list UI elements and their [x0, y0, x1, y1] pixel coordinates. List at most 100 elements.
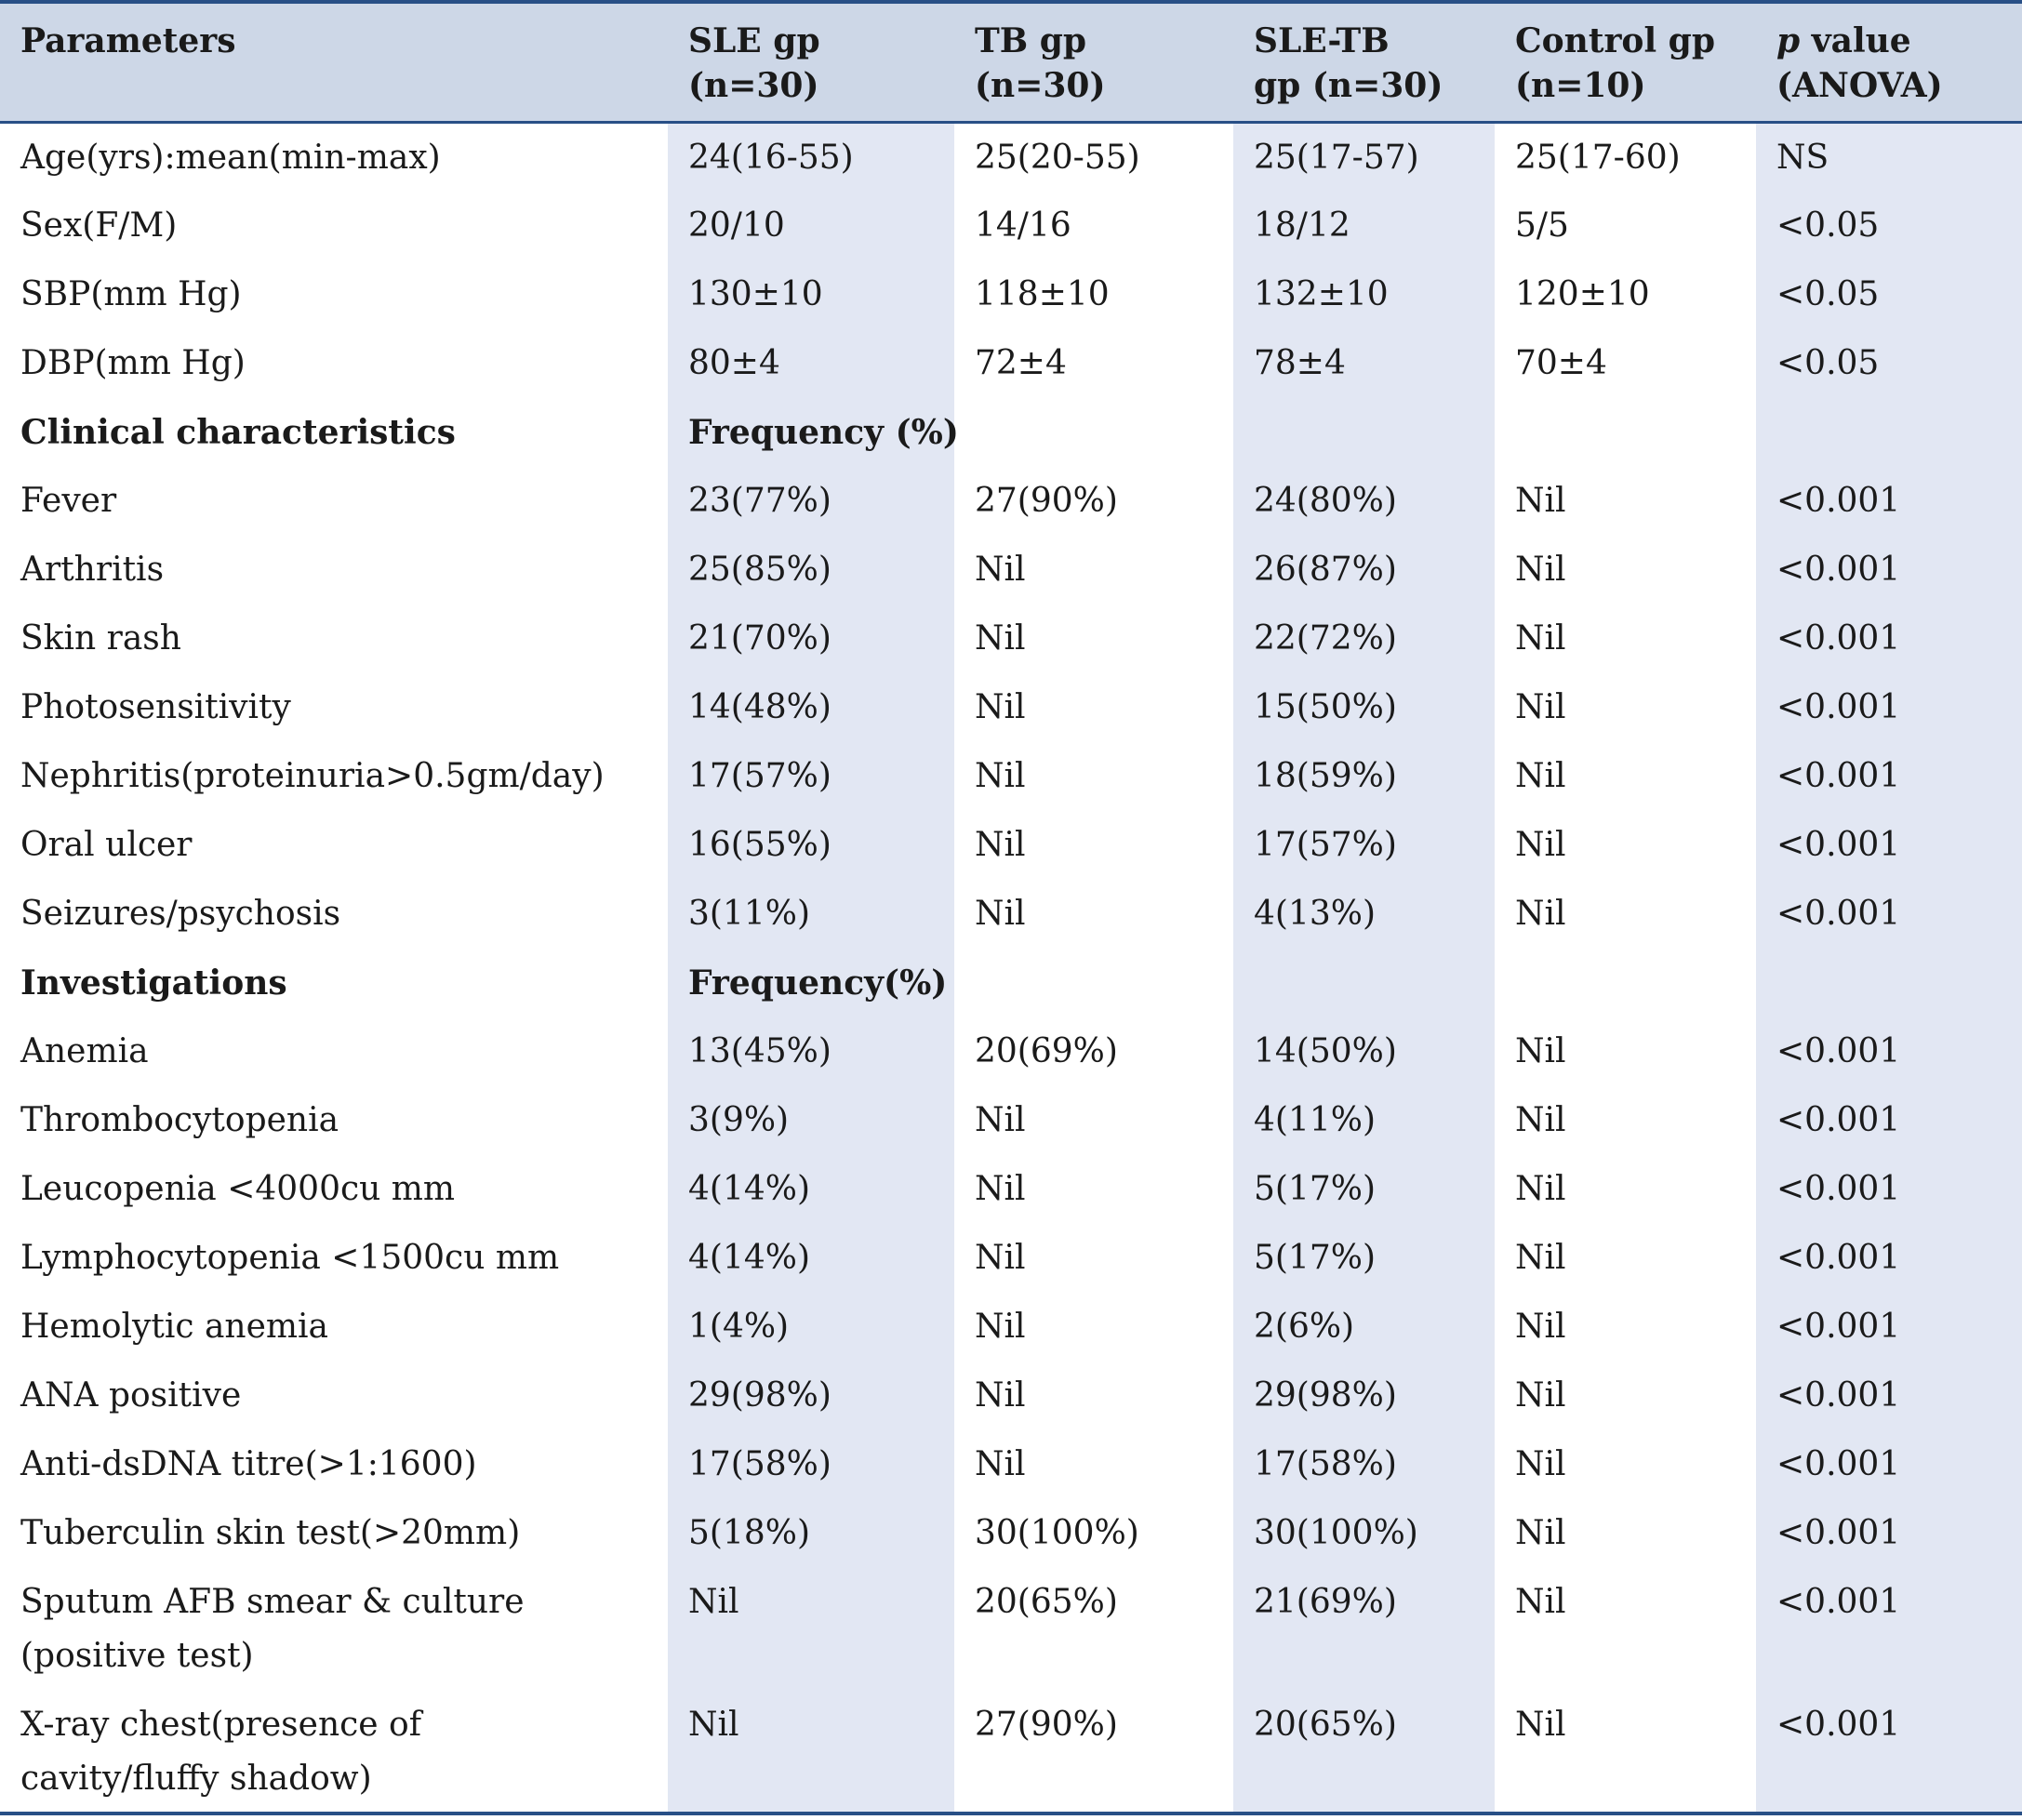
cell-p: <0.001: [1756, 741, 2022, 811]
cell-p: <0.001: [1756, 1498, 2022, 1568]
table-row: Fever 23(77%) 27(90%) 24(80%) Nil <0.001: [0, 466, 2022, 536]
cell-sle: 4(14%): [668, 1223, 954, 1293]
row-label: Nephritis(proteinuria>0.5gm/day): [20, 756, 605, 795]
cell-sle-tb: 78±4: [1233, 328, 1495, 398]
cell-control: 120±10: [1515, 274, 1650, 313]
cell-sle: 130±10: [668, 259, 954, 329]
cell-sle-tb: 14(50%): [1233, 1016, 1495, 1086]
cell-control: [1495, 398, 1756, 467]
cell-control: Nil: [1515, 687, 1566, 726]
cell-control: [1495, 949, 1756, 1017]
row-label: Photosensitivity: [20, 687, 291, 726]
cell-tb: Nil: [975, 756, 1026, 795]
cell-tb: [954, 398, 1233, 467]
cell-sle: 20/10: [668, 191, 954, 260]
row-label: X-ray chest(presence of cavity/fluffy sha…: [0, 1690, 668, 1815]
cell-p: <0.001: [1756, 1292, 2022, 1362]
cell-p: <0.001: [1756, 1085, 2022, 1155]
cell-sle-tb: 132±10: [1233, 259, 1495, 329]
header-tb: TB gp (n=30): [954, 0, 1233, 124]
cell-sle-tb: 17(57%): [1233, 810, 1495, 880]
cell-tb: Nil: [975, 687, 1026, 726]
row-label: SBP(mm Hg): [20, 274, 242, 313]
cell-sle-tb: 2(6%): [1233, 1292, 1495, 1362]
cell-tb: 27(90%): [975, 481, 1118, 520]
cell-sle-tb: 17(58%): [1233, 1429, 1495, 1499]
table-row: Thrombocytopenia 3(9%) Nil 4(11%) Nil <0…: [0, 1085, 2022, 1155]
table-row: Sputum AFB smear & culture (positive test…: [0, 1567, 2022, 1691]
header-p-value: p value (ANOVA): [1756, 0, 2022, 124]
cell-sle-tb: 22(72%): [1233, 604, 1495, 673]
section-label: Investigations: [20, 963, 287, 1003]
cell-sle-tb: 29(98%): [1233, 1361, 1495, 1430]
cell-sle: 17(57%): [668, 741, 954, 811]
row-label: Seizures/psychosis: [20, 894, 341, 933]
table-row: Leucopenia <4000cu mm 4(14%) Nil 5(17%) …: [0, 1154, 2022, 1224]
section-row-clinical: Clinical characteristics Frequency (%): [0, 397, 2022, 467]
cell-sle: 25(85%): [668, 535, 954, 604]
cell-tb: Nil: [975, 1375, 1026, 1415]
table-row: Lymphocytopenia <1500cu mm 4(14%) Nil 5(…: [0, 1223, 2022, 1293]
cell-sle: Nil: [668, 1690, 954, 1815]
row-label: Hemolytic anemia: [20, 1307, 329, 1346]
cell-tb: Nil: [975, 894, 1026, 933]
cell-p: <0.001: [1756, 1016, 2022, 1086]
cell-sle-tb: 4(11%): [1233, 1085, 1495, 1155]
cell-p: [1756, 948, 2022, 1017]
row-label: Anemia: [20, 1031, 149, 1070]
cell-tb: Nil: [975, 618, 1026, 658]
cell-sle: 13(45%): [668, 1016, 954, 1086]
cell-sle: Nil: [668, 1567, 954, 1691]
row-label: DBP(mm Hg): [20, 343, 246, 382]
cell-control: Nil: [1515, 825, 1566, 864]
cell-p: <0.05: [1756, 328, 2022, 398]
cell-sle-tb: 5(17%): [1233, 1154, 1495, 1224]
cell-sle-tb: 18/12: [1233, 191, 1495, 260]
cell-control: Nil: [1515, 894, 1566, 933]
cell-tb: Nil: [975, 1444, 1026, 1483]
cell-tb: Nil: [975, 1307, 1026, 1346]
cell-p: <0.001: [1756, 1429, 2022, 1499]
cell-control: Nil: [1515, 756, 1566, 795]
row-label: Fever: [20, 481, 117, 520]
cell-control: Nil: [1495, 1690, 1756, 1815]
row-label: Anti-dsDNA titre(>1:1600): [20, 1444, 477, 1483]
cell-sle-tb: 18(59%): [1233, 741, 1495, 811]
row-label: Tuberculin skin test(>20mm): [20, 1513, 521, 1552]
table-row: DBP(mm Hg) 80±4 72±4 78±4 70±4 <0.05: [0, 328, 2022, 398]
cell-sle-tb: 5(17%): [1233, 1223, 1495, 1293]
cell-sle-tb: 25(17-57): [1233, 122, 1495, 192]
cell-sle: 4(14%): [668, 1154, 954, 1224]
row-label: Sputum AFB smear & culture (positive test…: [20, 1582, 525, 1675]
table-row: X-ray chest(presence of cavity/fluffy sha…: [0, 1690, 2022, 1815]
table-row: Age(yrs):mean(min-max) 24(16-55) 25(20-5…: [0, 122, 2022, 192]
section-label: Clinical characteristics: [20, 412, 456, 452]
cell-p: <0.001: [1756, 672, 2022, 742]
cell-p: <0.05: [1756, 191, 2022, 260]
cell-control: Nil: [1515, 1513, 1566, 1552]
cell-sle: 1(4%): [668, 1292, 954, 1362]
cell-sle-tb: 24(80%): [1233, 466, 1495, 536]
row-label: ANA positive: [20, 1375, 242, 1415]
section-frequency-label: Frequency (%): [668, 397, 959, 467]
header-sle: SLE gp (n=30): [668, 0, 954, 124]
cell-control: Nil: [1515, 550, 1566, 589]
cell-control: Nil: [1515, 481, 1566, 520]
cell-control: 5/5: [1515, 206, 1569, 245]
cell-control: Nil: [1515, 1238, 1566, 1277]
table-row: SBP(mm Hg) 130±10 118±10 132±10 120±10 <…: [0, 259, 2022, 329]
cell-tb: Nil: [975, 825, 1026, 864]
table-row: Skin rash 21(70%) Nil 22(72%) Nil <0.001: [0, 604, 2022, 673]
cell-tb: 20(65%): [975, 1582, 1118, 1621]
table-row: Seizures/psychosis 3(11%) Nil 4(13%) Nil…: [0, 879, 2022, 949]
cell-sle-tb: 15(50%): [1233, 672, 1495, 742]
cell-sle-tb: 4(13%): [1233, 879, 1495, 949]
cell-control: 25(17-60): [1515, 139, 1681, 177]
cell-sle: 21(70%): [668, 604, 954, 673]
cell-sle: 29(98%): [668, 1361, 954, 1430]
row-label: Skin rash: [20, 618, 181, 658]
cell-sle: 3(11%): [668, 879, 954, 949]
table-row: Anemia 13(45%) 20(69%) 14(50%) Nil <0.00…: [0, 1016, 2022, 1086]
